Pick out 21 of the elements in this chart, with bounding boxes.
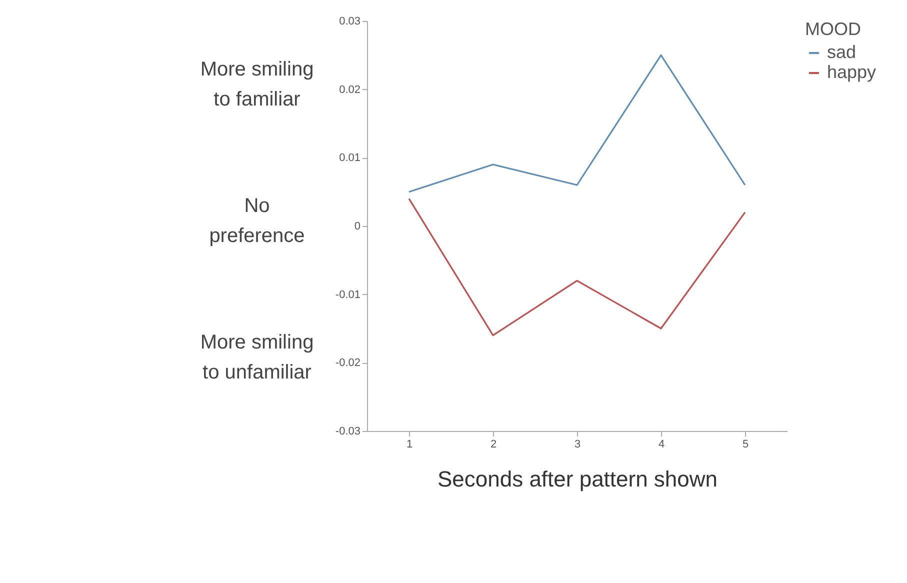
y-tick-label: 0 [354,220,360,232]
text: More smiling to unfamiliar [200,332,314,384]
y-tick-label: 0.02 [339,84,360,96]
y-tick-label: -0.03 [335,426,360,438]
x-tick-label: 4 [658,438,665,450]
x-tick-label: 1 [406,438,413,450]
y-tick-label: -0.01 [335,288,360,301]
legend-title: MOOD [805,19,861,39]
text: No preference [209,195,305,247]
x-tick-label: 3 [574,438,581,450]
legend-label: sad [827,42,856,62]
text: More smiling to familiar [200,58,314,110]
legend-label: happy [827,62,876,82]
y-tick-label: 0.03 [339,16,360,28]
line-series [408,54,746,193]
line-series [408,198,746,336]
x-axis-title: Seconds after pattern shown [437,466,718,492]
x-tick-label: 2 [490,438,497,450]
y-tick-label: 0.01 [339,152,360,164]
x-tick-label: 5 [742,438,749,450]
y-tick-label: -0.02 [335,357,360,370]
